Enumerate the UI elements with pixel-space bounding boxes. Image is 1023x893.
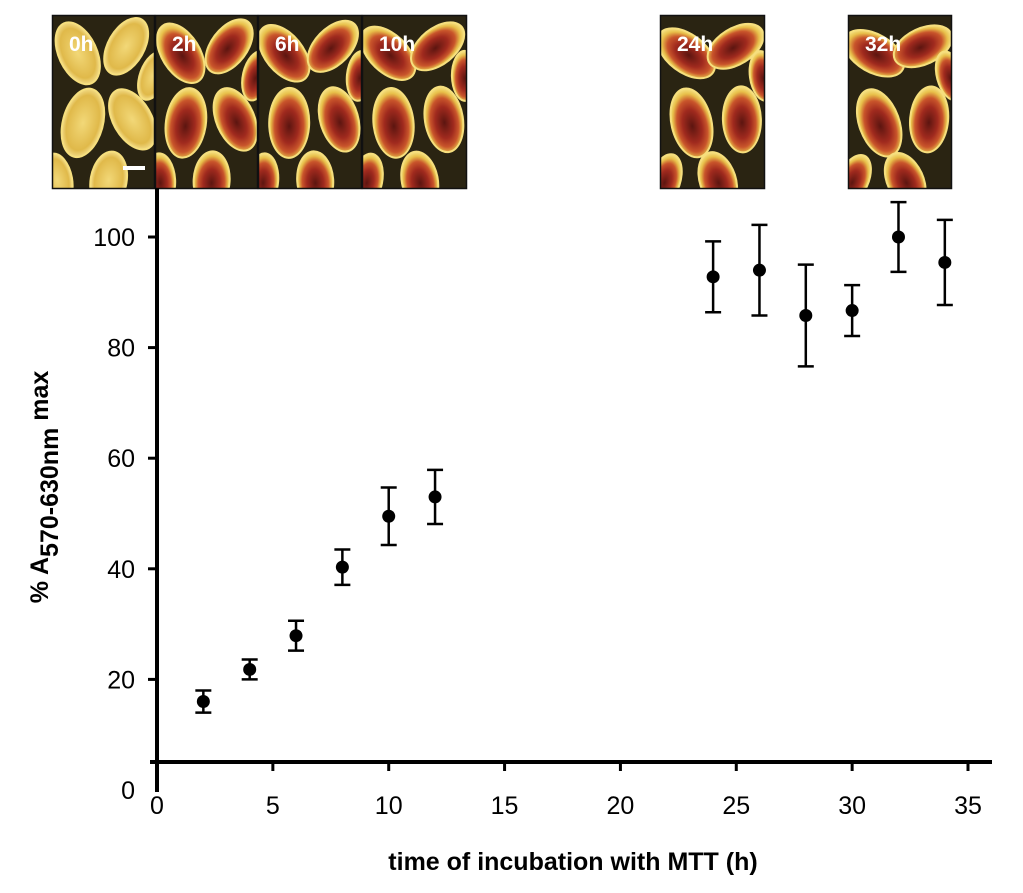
seed — [259, 25, 309, 81]
y-tick-label: 20 — [107, 666, 135, 694]
seed — [894, 26, 952, 67]
seed — [214, 89, 257, 150]
y-axis-title-suffix: max — [26, 371, 54, 428]
seed — [319, 88, 359, 151]
seed — [62, 89, 104, 157]
seed — [660, 155, 681, 189]
photo-frame — [361, 14, 468, 190]
seed — [194, 152, 229, 189]
photo-time-label: 0h — [69, 33, 94, 56]
seed — [411, 23, 464, 70]
y-tick-label: 100 — [93, 224, 135, 252]
seed — [308, 21, 358, 71]
photo-time-label: 6h — [275, 33, 300, 56]
photo-time-label: 10h — [379, 33, 415, 56]
seed — [155, 154, 175, 189]
seed — [452, 51, 467, 100]
seed — [105, 18, 148, 74]
seed-photo: 32h — [847, 14, 953, 190]
seed — [138, 52, 155, 99]
seed — [857, 90, 901, 156]
seed — [723, 87, 760, 152]
seed — [347, 51, 362, 100]
seed — [374, 89, 413, 157]
y-ticks: 0 20 40 60 80 100 — [93, 224, 157, 805]
seed — [258, 154, 278, 189]
seed — [910, 87, 948, 152]
seed — [157, 24, 204, 83]
photo-time-label: 32h — [865, 33, 901, 56]
x-tick-label: 25 — [722, 792, 750, 820]
x-tick-label: 5 — [266, 792, 280, 820]
axes — [150, 188, 992, 792]
y-axis-title-subscript: 570-630nm — [36, 428, 64, 557]
data-point — [706, 270, 720, 284]
seed — [660, 29, 715, 78]
photo-frame — [154, 14, 259, 190]
seed — [110, 90, 155, 149]
photo-frame — [257, 14, 363, 190]
seed — [848, 30, 904, 76]
x-tick-label: 30 — [838, 792, 866, 820]
y-tick-label: 60 — [107, 445, 135, 473]
x-tick-label: 15 — [491, 792, 519, 820]
photo-frame — [847, 14, 953, 190]
photo-time-label: 24h — [677, 33, 713, 56]
data-series — [195, 200, 953, 714]
data-point — [335, 560, 349, 574]
data-point — [382, 509, 396, 523]
x-tick-label: 10 — [375, 792, 403, 820]
photo-frame — [51, 14, 156, 190]
data-point — [289, 629, 303, 643]
seed — [166, 89, 206, 157]
seed — [270, 88, 309, 157]
seed — [671, 89, 712, 157]
x-ticks: 0 5 10 15 20 25 30 35 — [150, 762, 982, 820]
x-axis-title: time of incubation with MTT (h) — [388, 848, 757, 876]
data-point — [243, 662, 257, 676]
y-tick-label: 0 — [121, 777, 135, 805]
seed — [936, 52, 952, 100]
y-axis-title-prefix: % A — [26, 557, 54, 603]
x-tick-label: 0 — [150, 792, 164, 820]
x-tick-label: 35 — [954, 792, 982, 820]
seed-photo-strip: 0h 2h 6h 10h 24h 32h — [51, 14, 953, 190]
seed — [425, 87, 463, 152]
y-tick-label: 40 — [107, 556, 135, 584]
seed — [848, 156, 870, 189]
data-point — [196, 695, 210, 709]
seed-photo: 10h — [361, 14, 468, 190]
y-tick-label: 80 — [107, 335, 135, 363]
seed-photo: 6h — [257, 14, 363, 190]
photo-time-label: 2h — [172, 33, 197, 56]
seed — [56, 23, 99, 84]
seed — [206, 20, 252, 73]
seed-photo: 2h — [154, 14, 259, 190]
seed — [362, 154, 382, 189]
data-point — [428, 490, 442, 504]
data-point — [845, 304, 859, 318]
seed — [362, 27, 415, 80]
y-axis-title: % A570-630nm max — [26, 371, 64, 604]
seed — [708, 24, 763, 68]
seed — [885, 153, 925, 189]
data-point — [799, 309, 813, 323]
seed — [52, 154, 72, 189]
seed — [91, 152, 127, 189]
seed-photo: 0h — [51, 14, 156, 190]
seed — [298, 152, 333, 189]
seed — [402, 152, 438, 189]
x-tick-label: 20 — [607, 792, 635, 820]
data-point — [938, 255, 952, 269]
seed — [750, 52, 765, 100]
scale-bar — [123, 166, 145, 170]
data-point — [891, 230, 905, 244]
photo-frame — [659, 14, 766, 190]
seed-photo: 24h — [659, 14, 766, 190]
data-point — [752, 263, 766, 277]
seed — [699, 153, 737, 189]
seed — [243, 52, 258, 100]
